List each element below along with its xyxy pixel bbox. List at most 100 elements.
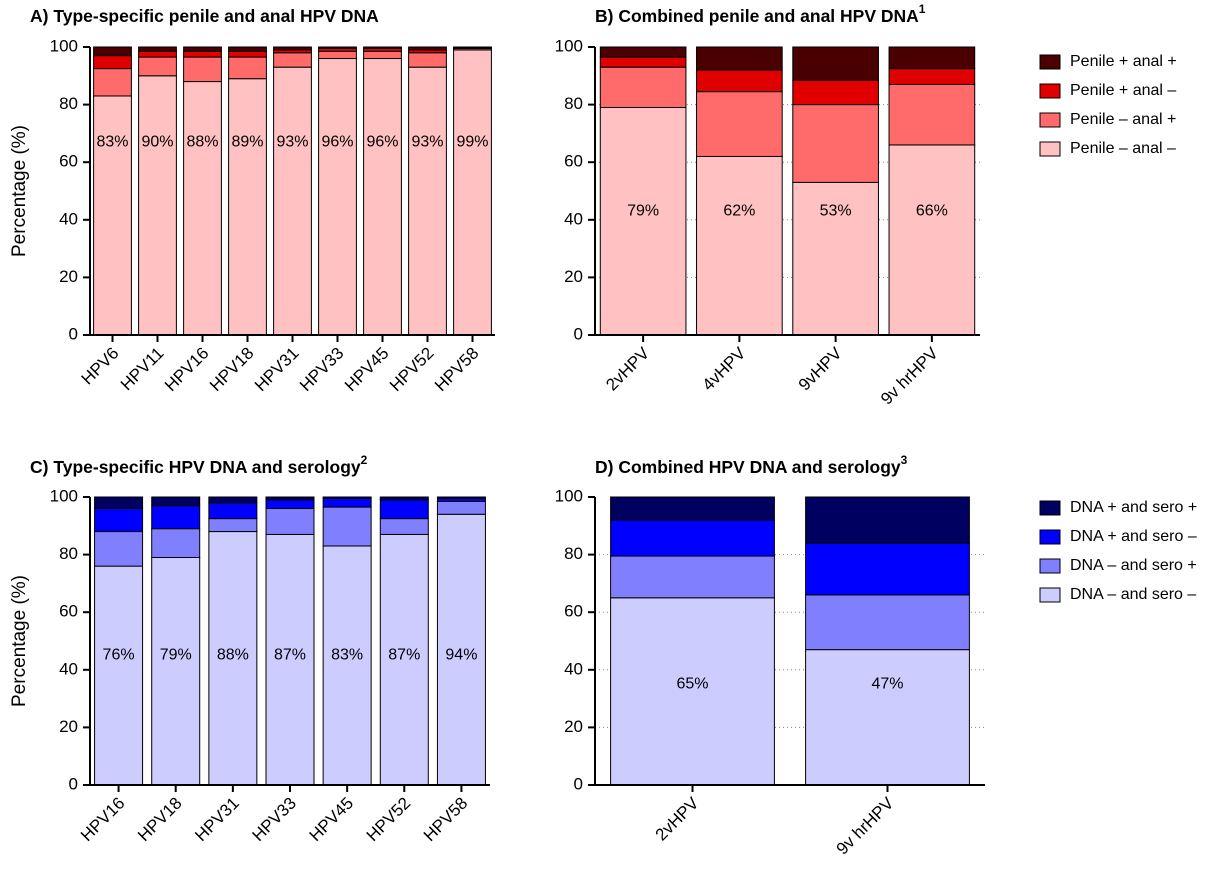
bar-segment (453, 46, 492, 49)
y-tick-label: 0 (574, 324, 583, 343)
title-text: A) Type-specific penile and anal HPV DNA (30, 6, 379, 26)
bar-segment (151, 556, 201, 786)
y-tick-label: 100 (555, 486, 583, 505)
bar-segment (408, 66, 447, 336)
x-tick-label: HPV45 (341, 344, 393, 396)
value-label: 87% (388, 647, 420, 664)
legend-swatch (1039, 529, 1061, 545)
bar-segment (183, 81, 222, 336)
bar-segment (273, 46, 312, 51)
bar-segment (93, 68, 132, 97)
bar-segment (599, 56, 687, 68)
y-tick-label: 40 (564, 659, 583, 678)
bar-segment (208, 496, 258, 504)
bar-segment (151, 496, 201, 507)
bar-segment (322, 545, 372, 786)
y-tick-label: 20 (59, 267, 78, 286)
value-label: 90% (141, 133, 173, 150)
title-note: 2 (361, 453, 368, 467)
bar-segment (151, 528, 201, 558)
bar-segment (436, 513, 486, 786)
value-label: 62% (723, 202, 755, 219)
value-label: 65% (676, 675, 708, 692)
bar-segment (363, 46, 402, 49)
y-tick-label: 80 (59, 94, 78, 113)
bar-segment (792, 46, 879, 81)
bar-segment (599, 46, 687, 58)
x-tick-label: HPV18 (206, 344, 258, 396)
x-tick-label: HPV45 (306, 794, 358, 846)
bar-segment (208, 518, 258, 533)
x-tick-label: 2vHPV (652, 793, 703, 844)
chart-title: A) Type-specific penile and anal HPV DNA (30, 6, 379, 26)
value-label: 47% (871, 675, 903, 692)
bar-segment (599, 106, 687, 336)
bar-segment (610, 519, 775, 557)
value-label: 53% (820, 202, 852, 219)
value-label: 87% (274, 647, 306, 664)
x-tick-label: HPV6 (78, 344, 123, 389)
legend-swatch (1039, 83, 1061, 99)
bar-segment (792, 104, 879, 183)
legend-label: DNA – and sero + (1070, 557, 1197, 574)
x-tick-label: 4vHPV (699, 343, 750, 394)
value-label: 93% (411, 133, 443, 150)
legend-swatch (1039, 112, 1061, 128)
bar-segment (228, 56, 267, 80)
bar-segment (93, 46, 132, 57)
bar-segment (379, 496, 429, 501)
bar-segment (792, 79, 879, 106)
bar-segment (322, 496, 372, 499)
value-label: 83% (96, 133, 128, 150)
bar-segment (599, 66, 687, 108)
legend-label: Penile + anal + (1070, 53, 1177, 70)
bar-segment (183, 46, 222, 52)
x-tick-label: HPV52 (386, 344, 438, 396)
x-tick-label: HPV31 (191, 794, 243, 846)
y-tick-label: 0 (69, 774, 78, 793)
bar-segment (696, 91, 783, 157)
bar-segment (228, 46, 267, 52)
legend-label: DNA + and sero + (1070, 499, 1197, 516)
bar-segment (138, 56, 177, 77)
bar-segment (318, 50, 357, 60)
value-label: 83% (331, 647, 363, 664)
bar-segment (228, 78, 267, 336)
bar-segment (265, 508, 315, 535)
bar-segment (888, 68, 976, 85)
bar-segment (208, 531, 258, 786)
bar-segment (408, 52, 447, 68)
bar-segment (696, 46, 783, 71)
bar-segment (610, 496, 775, 521)
value-label: 96% (366, 133, 398, 150)
bar-segment (453, 49, 492, 336)
y-tick-label: 20 (59, 717, 78, 736)
x-tick-label: 9v hrHPV (877, 343, 942, 408)
x-tick-label: HPV18 (134, 794, 186, 846)
bar-segment (363, 58, 402, 336)
x-tick-label: 9vHPV (795, 343, 846, 394)
bar-segment (93, 95, 132, 336)
bar-segment (610, 597, 775, 786)
title-note: 1 (919, 2, 926, 16)
legend-swatch (1039, 500, 1061, 516)
bar-segment (94, 531, 144, 567)
y-tick-label: 80 (564, 94, 583, 113)
x-tick-label: HPV31 (251, 344, 303, 396)
value-label: 66% (916, 202, 948, 219)
value-label: 88% (217, 647, 249, 664)
legend-label: Penile + anal – (1070, 82, 1176, 99)
bar-segment (610, 555, 775, 599)
title-text: C) Type-specific HPV DNA and serology (30, 457, 361, 477)
bar-segment (805, 649, 970, 786)
chart-title: C) Type-specific HPV DNA and serology2 (30, 453, 368, 476)
bar-segment (792, 181, 879, 336)
bar-segment (318, 46, 357, 49)
y-tick-label: 80 (564, 544, 583, 563)
y-tick-label: 60 (59, 602, 78, 621)
x-tick-label: 2vHPV (602, 343, 653, 394)
value-label: 99% (456, 133, 488, 150)
bar-segment (379, 533, 429, 786)
title-text: B) Combined penile and anal HPV DNA (595, 6, 919, 26)
